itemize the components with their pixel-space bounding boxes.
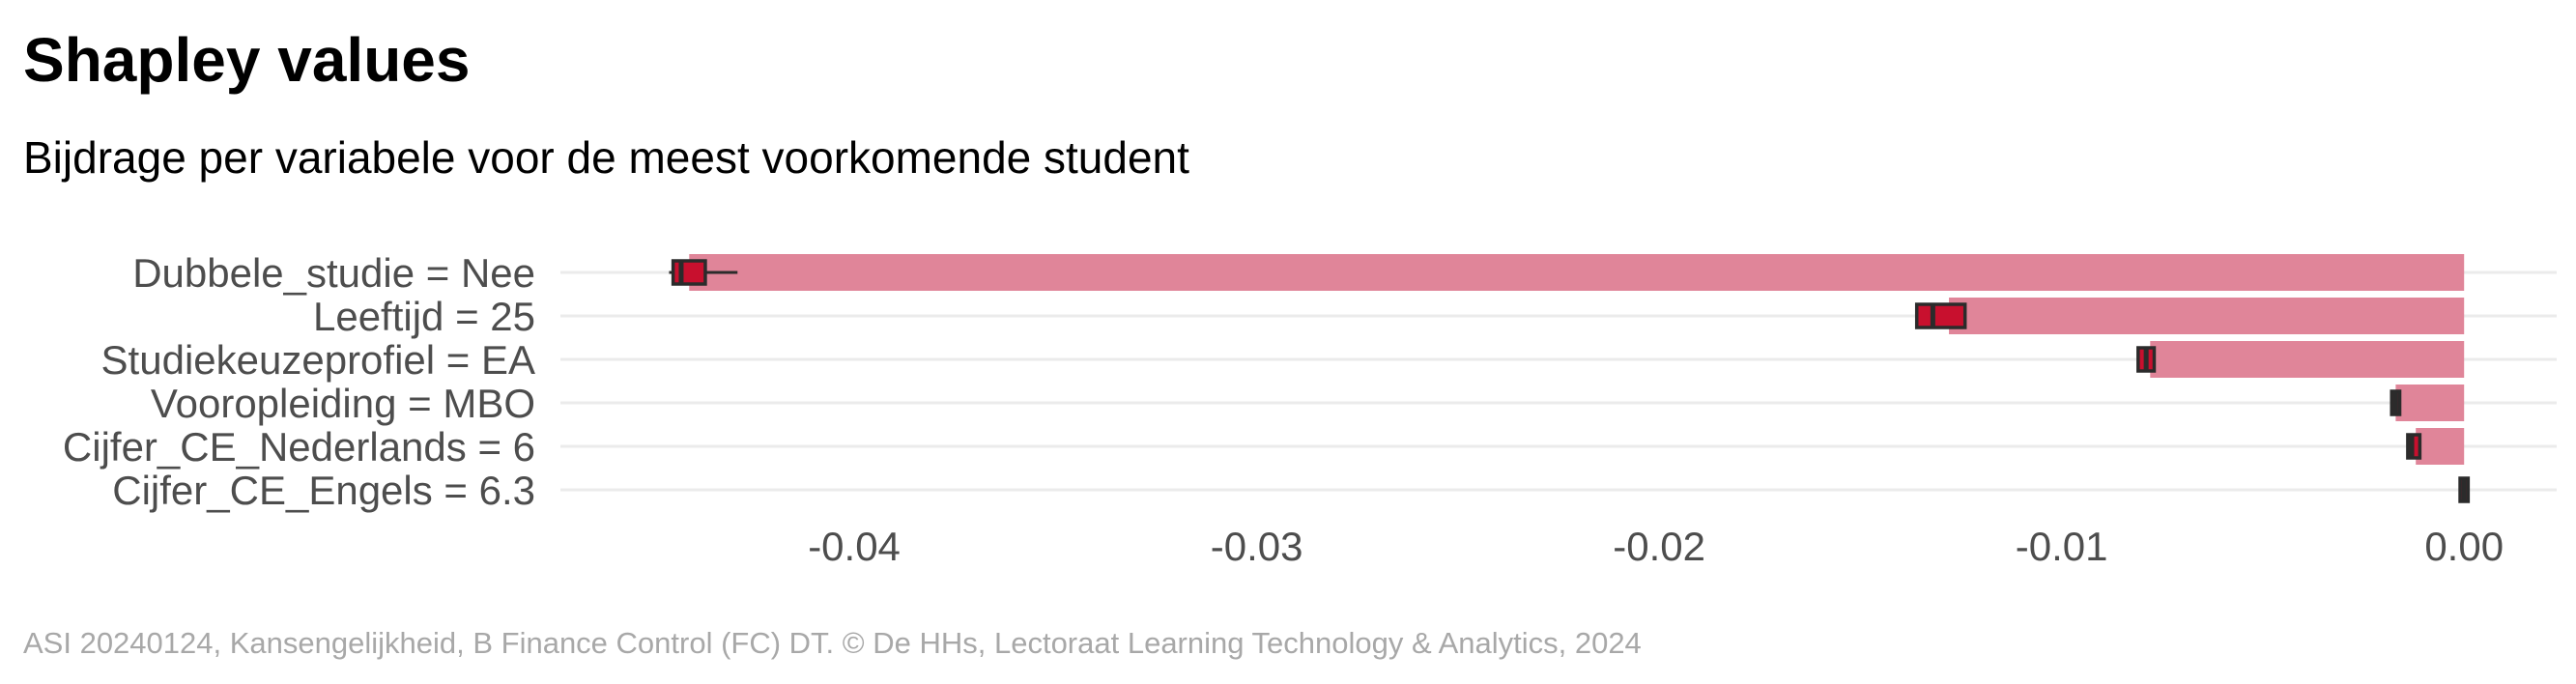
boxplot-box [1914, 302, 1967, 329]
bar [2150, 341, 2465, 378]
boxplot-box [671, 259, 707, 286]
bar [689, 254, 2465, 291]
x-tick-label: 0.00 [2424, 524, 2504, 569]
y-tick-label: Studiekeuzeprofiel = EA [101, 337, 535, 383]
chart-title: Shapley values [23, 25, 471, 95]
x-tick-label: -0.02 [1613, 524, 1705, 569]
chart-subtitle: Bijdrage per variabele voor de meest voo… [23, 132, 1189, 183]
boxplots [669, 259, 2471, 503]
x-tick-label: -0.03 [1211, 524, 1303, 569]
chart-caption: ASI 20240124, Kansengelijkheid, B Financ… [23, 626, 1642, 660]
bar [1949, 298, 2465, 334]
bar [2416, 428, 2465, 465]
bar [2395, 385, 2465, 421]
y-tick-label: Leeftijd = 25 [313, 294, 535, 339]
bars [689, 254, 2465, 465]
y-tick-label: Cijfer_CE_Engels = 6.3 [112, 468, 535, 513]
x-tick-label: -0.01 [2016, 524, 2108, 569]
x-axis-labels: -0.04 -0.03 -0.02 -0.01 0.00 [808, 524, 2504, 569]
y-tick-label: Vooropleiding = MBO [151, 381, 535, 426]
y-tick-label: Dubbele_studie = Nee [132, 250, 535, 296]
y-tick-label: Cijfer_CE_Nederlands = 6 [63, 424, 535, 470]
x-tick-label: -0.04 [808, 524, 901, 569]
